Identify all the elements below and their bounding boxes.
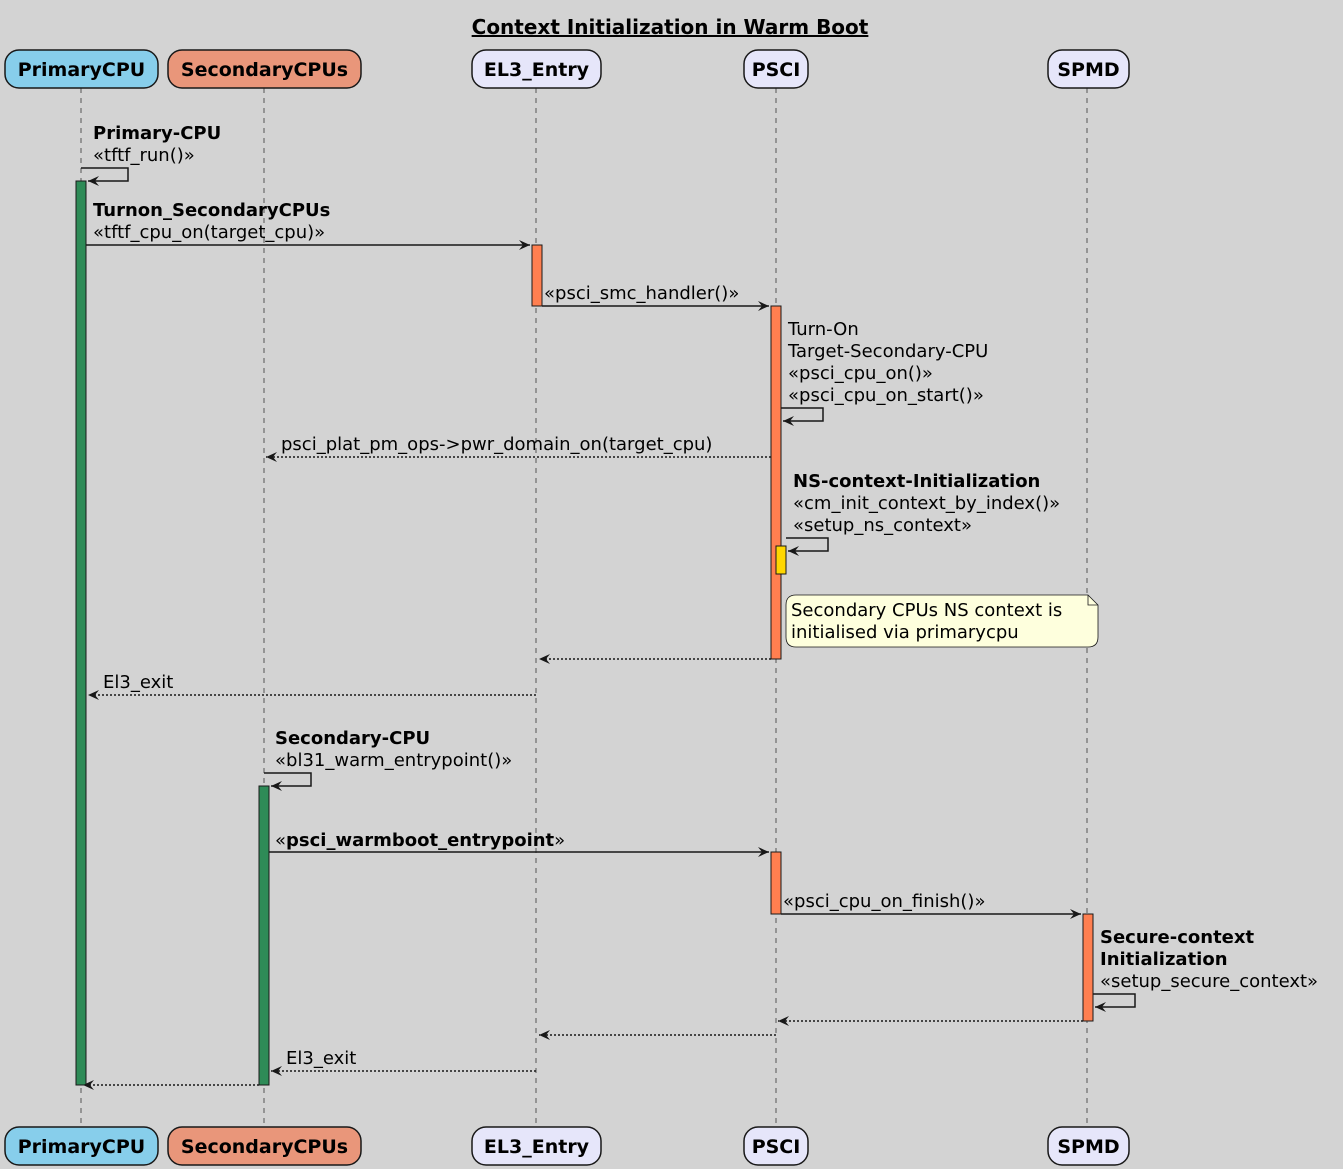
message-label: «psci_cpu_on_start()»: [788, 385, 984, 406]
participant-spmd-footer: SPMD: [1047, 1126, 1130, 1166]
activation-psci-nested: [775, 545, 787, 575]
activation-secondarycpus: [258, 785, 270, 1086]
message-label: El3_exit: [103, 672, 173, 693]
message-arrow: [786, 537, 829, 556]
participant-label: SecondaryCPUs: [181, 59, 348, 81]
message-primary-cpu-self: Primary-CPU «tftf_run()»: [81, 123, 221, 186]
message-turn-on-target-self: Turn-On Target-Secondary-CPU «psci_cpu_o…: [781, 319, 988, 426]
message-secure-context-init-self: Secure-context Initialization «setup_sec…: [1093, 927, 1318, 1012]
message-label: Turnon_SecondaryCPUs: [93, 200, 330, 221]
note: Secondary CPUs NS context is initialised…: [785, 594, 1099, 648]
participant-psci-footer: PSCI: [743, 1126, 809, 1166]
message-label: NS-context-Initialization: [793, 471, 1040, 492]
participant-label: SPMD: [1057, 59, 1119, 81]
message-label: Initialization: [1100, 949, 1228, 970]
message-label: «setup_secure_context»: [1100, 971, 1318, 992]
message-arrow: [1093, 993, 1136, 1012]
participant-label: PSCI: [752, 1136, 801, 1158]
participant-el3-entry-header: EL3_Entry: [471, 49, 602, 89]
participant-label: PrimaryCPU: [18, 59, 145, 81]
note-text: Secondary CPUs NS context is: [791, 600, 1062, 621]
message-ns-context-init-self: NS-context-Initialization «cm_init_conte…: [786, 471, 1060, 556]
participant-label: SPMD: [1057, 1136, 1119, 1158]
message-arrow: [81, 167, 129, 186]
participant-psci-header: PSCI: [743, 49, 809, 89]
message-label: «psci_cpu_on()»: [788, 363, 933, 384]
message-pwr-domain-on: psci_plat_pm_ops->pwr_domain_on(target_c…: [266, 434, 771, 462]
message-label: Turn-On: [787, 319, 859, 340]
participant-label: EL3_Entry: [484, 59, 590, 81]
participant-spmd-header: SPMD: [1047, 49, 1130, 89]
message-label: «bl31_warm_entrypoint()»: [275, 750, 512, 771]
activation-el3-entry: [531, 244, 543, 307]
message-label: «setup_ns_context»: [793, 515, 972, 536]
message-arrow: [264, 772, 312, 791]
diagram-title: Context Initialization in Warm Boot: [472, 15, 869, 39]
participant-primarycpu-header: PrimaryCPU: [4, 49, 159, 89]
message-label: «psci_smc_handler()»: [544, 283, 739, 304]
participant-label: SecondaryCPUs: [181, 1136, 348, 1158]
message-turnon-secondarycpus: Turnon_SecondaryCPUs «tftf_cpu_on(target…: [86, 200, 530, 250]
message-label: «tftf_cpu_on(target_cpu)»: [93, 222, 325, 243]
activation-psci-2: [770, 851, 782, 915]
message-psci-cpu-on-finish: «psci_cpu_on_finish()»: [781, 891, 1081, 919]
message-label: Primary-CPU: [93, 123, 221, 144]
message-label: Secondary-CPU: [275, 728, 430, 749]
participant-secondarycpus-footer: SecondaryCPUs: [167, 1126, 362, 1166]
participant-primarycpu-footer: PrimaryCPU: [4, 1126, 159, 1166]
message-el3-exit-primary: El3_exit: [88, 672, 536, 700]
message-arrow: [781, 407, 824, 426]
message-label: «psci_warmboot_entrypoint»: [275, 830, 565, 851]
message-label: El3_exit: [286, 1048, 356, 1069]
participant-label: PSCI: [752, 59, 801, 81]
message-el3-exit-secondary: El3_exit: [271, 1048, 536, 1076]
message-label: Secure-context: [1100, 927, 1254, 948]
message-label: «cm_init_context_by_index()»: [793, 493, 1060, 514]
participant-el3-entry-footer: EL3_Entry: [471, 1126, 602, 1166]
note-text: initialised via primarycpu: [791, 622, 1019, 643]
activation-primarycpu: [75, 180, 87, 1086]
message-label: Target-Secondary-CPU: [787, 341, 988, 362]
participant-label: PrimaryCPU: [18, 1136, 145, 1158]
message-label: psci_plat_pm_ops->pwr_domain_on(target_c…: [281, 434, 712, 455]
activation-spmd: [1082, 913, 1094, 1022]
message-label: «tftf_run()»: [93, 145, 195, 166]
message-psci-warmboot-entrypoint: «psci_warmboot_entrypoint»: [269, 830, 769, 857]
message-label: «psci_cpu_on_finish()»: [783, 891, 985, 912]
participant-label: EL3_Entry: [484, 1136, 590, 1158]
activation-psci-1: [770, 305, 782, 660]
participant-secondarycpus-header: SecondaryCPUs: [167, 49, 362, 89]
message-secondary-cpu-self: Secondary-CPU «bl31_warm_entrypoint()»: [264, 728, 512, 791]
message-psci-smc-handler: «psci_smc_handler()»: [542, 283, 769, 311]
